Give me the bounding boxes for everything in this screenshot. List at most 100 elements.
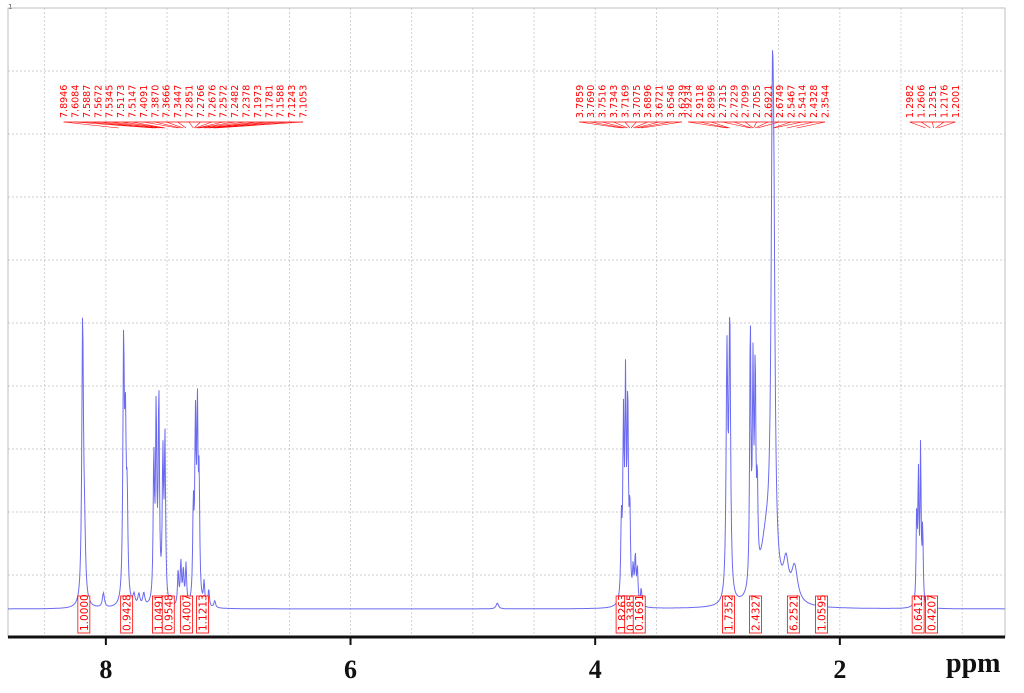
peak-label-connector xyxy=(143,121,179,129)
peak-label-connector xyxy=(196,121,224,129)
integral-box xyxy=(120,595,134,634)
peak-label-connector xyxy=(120,121,165,129)
peak-label-connector xyxy=(745,121,754,129)
peak-label-connector xyxy=(786,121,814,129)
peak-label: 1.2001 xyxy=(951,85,962,118)
peak-label: 1.2176 xyxy=(939,85,950,118)
peak-label: 2.7055 xyxy=(752,85,763,118)
integral-box xyxy=(749,595,762,634)
peak-labels: 7.8946 7.6084 7.5887 7.5672 7.5345 7.5173 7.51… xyxy=(59,85,962,129)
peak-label: 3.7859 xyxy=(575,85,586,118)
peak-label-connector xyxy=(75,121,154,129)
peak-label: 7.1781 xyxy=(264,85,275,118)
integral-label: 1.0000 xyxy=(79,594,91,631)
peak-label: 7.1053 xyxy=(299,85,310,118)
integral-box xyxy=(815,595,828,634)
integral-label: 2.4327 xyxy=(750,594,762,631)
integral-box xyxy=(925,595,939,634)
peak-label-connector xyxy=(796,121,826,129)
x-tick-label: 6 xyxy=(344,655,357,684)
integral-label: 0.1691 xyxy=(634,594,646,631)
integral-box xyxy=(722,595,735,634)
peak-label-connector xyxy=(208,121,281,129)
integral-label: 0.4007 xyxy=(182,594,194,631)
peak-label-connector xyxy=(932,121,934,129)
peak-label: 2.6749 xyxy=(775,85,786,118)
peak-label: 7.3666 xyxy=(162,85,173,118)
integral-box xyxy=(180,595,194,634)
peak-label-connector xyxy=(630,121,637,129)
peak-label-connector xyxy=(920,121,931,129)
peak-label-connector xyxy=(753,121,757,129)
peak-label-connector xyxy=(633,121,648,129)
peak-label-connector xyxy=(166,121,184,129)
peak-label: 7.5147 xyxy=(128,85,139,118)
integral-box xyxy=(196,595,209,634)
peak-label: 7.2676 xyxy=(207,85,218,118)
integral-label: 1.0595 xyxy=(817,594,829,631)
peak-label-connector xyxy=(206,121,269,129)
peak-label-connector xyxy=(579,121,622,129)
peak-label-connector xyxy=(757,121,780,129)
peak-label-connector xyxy=(131,121,166,129)
integral-label: 6.2521 xyxy=(788,594,800,631)
integral-box xyxy=(911,595,925,634)
peak-label: 3.7169 xyxy=(620,85,631,118)
peak-label: 1.2351 xyxy=(928,85,939,118)
x-tick-label: 2 xyxy=(833,655,846,684)
peak-label-connector xyxy=(710,121,730,129)
integral-label: 0.4207 xyxy=(927,594,939,631)
peak-label-connector xyxy=(733,121,752,129)
peak-label-connector xyxy=(909,121,926,129)
peak-label: 7.2766 xyxy=(196,85,207,118)
peak-label-connector xyxy=(63,121,119,129)
peak-label: 3.6239 xyxy=(677,85,688,118)
peak-label-connector xyxy=(195,121,212,129)
peak-label: 3.7516 xyxy=(598,85,609,118)
peak-label-connector xyxy=(109,121,163,129)
integral-label: 1.1213 xyxy=(198,594,210,631)
peak-label-connector xyxy=(602,121,626,129)
peak-label: 2.9234 xyxy=(684,85,695,118)
peak-label-connector xyxy=(755,121,769,129)
peak-label: 2.5414 xyxy=(798,85,809,118)
peak-label: 7.4091 xyxy=(139,85,150,118)
peak-label-connector xyxy=(641,121,682,129)
peak-label: 1.2982 xyxy=(905,85,916,118)
peak-label-connector xyxy=(935,121,945,129)
peak-label-connector xyxy=(590,121,624,129)
peak-label: 1.2606 xyxy=(917,85,928,118)
peak-label-connector xyxy=(637,121,671,129)
integral-box xyxy=(77,595,91,634)
peak-label: 2.8996 xyxy=(707,85,718,118)
peak-label-connector xyxy=(624,121,631,129)
peak-label: 7.1588 xyxy=(276,85,287,118)
integral-box xyxy=(786,595,800,634)
peak-label: 7.3870 xyxy=(150,85,161,118)
axis-unit-label: ppm xyxy=(946,648,1000,679)
peak-label: 2.9118 xyxy=(695,85,706,118)
peak-label: 7.8946 xyxy=(59,85,70,118)
integral-label: 0.9428 xyxy=(122,594,134,631)
peak-label: 7.5887 xyxy=(82,85,93,118)
integral-label: 0.6412 xyxy=(913,594,925,631)
peak-label-connector xyxy=(204,121,258,129)
peak-label: 2.5467 xyxy=(786,85,797,118)
peak-label: 7.2572 xyxy=(219,85,230,118)
peak-label: 3.6896 xyxy=(643,85,654,118)
peak-label-connector xyxy=(177,121,187,129)
peak-label: 7.3447 xyxy=(173,85,184,118)
x-tick-label: 8 xyxy=(99,655,112,684)
peak-label-connector xyxy=(937,121,956,129)
integral-label: 0.9548 xyxy=(163,594,175,631)
peak-label: 7.6084 xyxy=(71,85,82,118)
peak-label-connector xyxy=(699,121,729,129)
x-ticks: 8 6 4 2 xyxy=(99,637,846,684)
peak-label: 7.1243 xyxy=(287,85,298,118)
peak-label-connector xyxy=(197,121,235,129)
peak-label: 2.3544 xyxy=(821,85,832,118)
peak-label-connector xyxy=(194,121,201,129)
peak-label-connector xyxy=(97,121,159,129)
